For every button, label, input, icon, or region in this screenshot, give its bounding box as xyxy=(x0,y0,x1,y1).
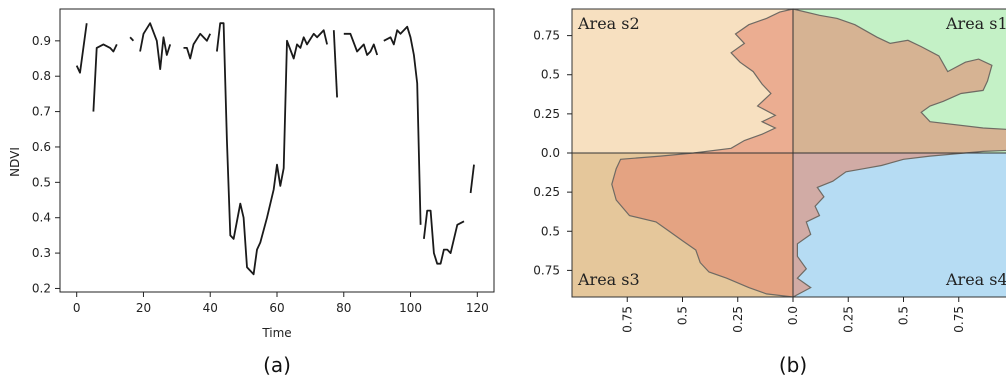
x-tick-label: 100 xyxy=(399,301,422,315)
x-tick-label-b: 0.5 xyxy=(676,306,690,325)
quadrant-label-s1: Area s1 xyxy=(945,14,1006,33)
x-axis-label: Time xyxy=(261,326,291,340)
panel-label-b: (b) xyxy=(779,353,807,377)
plot-frame xyxy=(59,8,495,293)
y-tick-label-b: 0.5 xyxy=(541,68,560,82)
x-axis-ticks-b: 0.75 0.5 0.25 0.0 0.25 0.5 0.75 xyxy=(620,297,966,333)
ndvi-segment-2 xyxy=(129,36,135,42)
y-tick-label: 0.7 xyxy=(32,105,51,119)
y-axis-label: NDVI xyxy=(8,147,22,177)
ndvi-segment-4 xyxy=(183,32,212,60)
y-tick-label-b: 0.25 xyxy=(533,185,560,199)
y-tick-label: 0.4 xyxy=(32,211,51,225)
x-tick-label-b: 0.75 xyxy=(952,306,966,333)
y-tick-label-b: 0.25 xyxy=(533,107,560,121)
y-tick-label: 0.3 xyxy=(32,246,51,260)
ndvi-line-chart: 0 20 40 60 80 100 120 0.2 0.3 0.4 0.5 0.6 0.7 0.8 0.9… xyxy=(8,8,495,377)
ndvi-segment-0 xyxy=(75,23,88,74)
x-tick-label-b: 0.25 xyxy=(731,306,745,333)
quadrant-label-s3: Area s3 xyxy=(577,270,640,289)
x-tick-label: 60 xyxy=(269,301,284,315)
y-tick-label-b: 0.75 xyxy=(533,29,560,43)
quadrant-label-s4: Area s4 xyxy=(945,270,1006,289)
ndvi-segment-1 xyxy=(92,43,118,112)
panel-label-a: (a) xyxy=(263,353,291,377)
ndvi-segment-7 xyxy=(343,32,379,56)
y-tick-label: 0.2 xyxy=(32,281,51,295)
y-tick-label-b: 0.75 xyxy=(533,263,560,277)
ndvi-segment-10 xyxy=(469,164,475,194)
ndvi-segment-8 xyxy=(383,25,422,225)
ndvi-segment-9 xyxy=(423,209,465,265)
x-tick-label: 120 xyxy=(466,301,489,315)
x-tick-label-b: 0.25 xyxy=(841,306,855,333)
x-tick-label-b: 0.75 xyxy=(620,306,634,333)
x-tick-label: 0 xyxy=(73,301,81,315)
y-tick-label-b: 0.5 xyxy=(541,224,560,238)
ndvi-series xyxy=(75,22,475,276)
x-axis-ticks: 0 20 40 60 80 100 120 xyxy=(73,292,489,315)
y-tick-label: 0.6 xyxy=(32,140,51,154)
ndvi-segment-5 xyxy=(216,22,328,276)
y-tick-label-b: 0.0 xyxy=(541,146,560,160)
x-tick-label-b: 0.0 xyxy=(786,306,800,325)
y-axis-ticks-b: 0.75 0.5 0.25 0.0 0.25 0.5 0.75 xyxy=(533,29,572,277)
x-tick-label: 80 xyxy=(336,301,351,315)
ndvi-segment-6 xyxy=(332,30,338,98)
y-tick-label: 0.9 xyxy=(32,34,51,48)
x-tick-label-b: 0.5 xyxy=(897,306,911,325)
quadrant-area-chart: Area s1 Area s2 Area s3 Area s4 0.750.50… xyxy=(533,8,1006,377)
x-tick-label: 20 xyxy=(136,301,151,315)
x-tick-label: 40 xyxy=(203,301,218,315)
ndvi-segment-3 xyxy=(139,22,172,70)
y-axis-ticks: 0.2 0.3 0.4 0.5 0.6 0.7 0.8 0.9 xyxy=(32,34,60,295)
y-tick-label: 0.8 xyxy=(32,69,51,83)
y-tick-label: 0.5 xyxy=(32,175,51,189)
quadrant-label-s2: Area s2 xyxy=(577,14,640,33)
